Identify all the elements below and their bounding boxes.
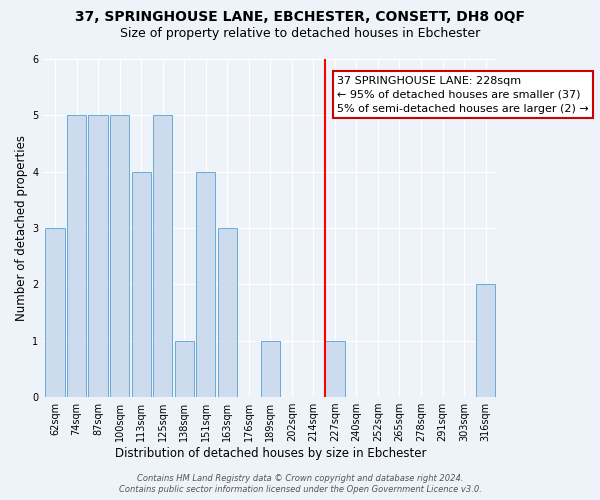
Text: Contains HM Land Registry data © Crown copyright and database right 2024.
Contai: Contains HM Land Registry data © Crown c… — [119, 474, 481, 494]
Bar — [153, 116, 172, 397]
Bar — [131, 172, 151, 397]
Y-axis label: Number of detached properties: Number of detached properties — [15, 135, 28, 321]
Bar — [218, 228, 237, 397]
Bar — [196, 172, 215, 397]
Bar — [476, 284, 495, 397]
Text: 37, SPRINGHOUSE LANE, EBCHESTER, CONSETT, DH8 0QF: 37, SPRINGHOUSE LANE, EBCHESTER, CONSETT… — [75, 10, 525, 24]
Bar — [175, 340, 194, 397]
Bar — [67, 116, 86, 397]
Bar — [110, 116, 130, 397]
X-axis label: Distribution of detached houses by size in Ebchester: Distribution of detached houses by size … — [115, 447, 426, 460]
Bar — [325, 340, 344, 397]
Text: Size of property relative to detached houses in Ebchester: Size of property relative to detached ho… — [120, 28, 480, 40]
Bar — [260, 340, 280, 397]
Text: 37 SPRINGHOUSE LANE: 228sqm
← 95% of detached houses are smaller (37)
5% of semi: 37 SPRINGHOUSE LANE: 228sqm ← 95% of det… — [337, 76, 589, 114]
Bar — [46, 228, 65, 397]
Bar — [88, 116, 108, 397]
